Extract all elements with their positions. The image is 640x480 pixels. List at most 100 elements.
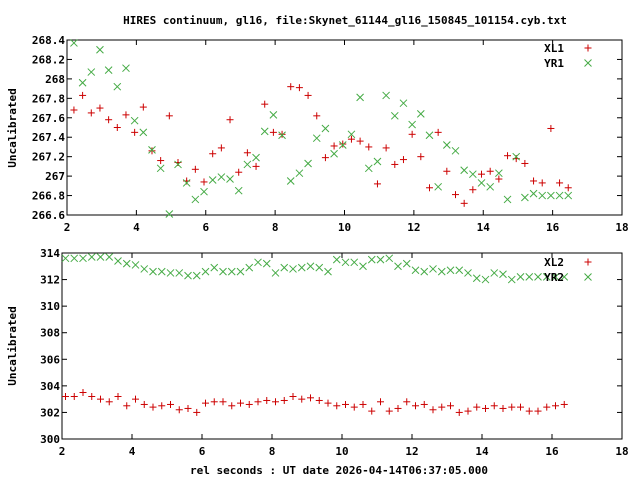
data-point-yr1: [312, 134, 321, 143]
data-point-yr1: [113, 82, 122, 91]
data-point-yr1: [278, 131, 286, 140]
data-point-yr1: [139, 128, 148, 137]
bottom-x-tick-label: 16: [545, 445, 559, 458]
data-point-xl1: [425, 184, 433, 192]
top-x-tick-label: 12: [407, 221, 420, 234]
data-point-xl2: [447, 402, 454, 410]
data-point-yr2: [481, 275, 490, 284]
bottom-legend: XL2 YR2: [544, 256, 592, 284]
data-point-xl2: [525, 407, 533, 415]
top-y-tick-label: 268.2: [32, 53, 65, 66]
top-x-tick-label: 18: [615, 221, 628, 234]
bottom-y-tick-label: 304: [40, 380, 60, 393]
data-point-yr1: [451, 146, 460, 155]
data-point-yr2: [437, 267, 446, 276]
data-point-xl1: [304, 91, 312, 99]
data-point-xl2: [359, 400, 367, 408]
bottom-x-tick-label: 14: [475, 445, 489, 458]
data-point-xl2: [149, 403, 157, 411]
data-point-xl2: [473, 403, 481, 411]
data-point-xl2: [403, 398, 411, 406]
data-point-yr2: [507, 275, 516, 284]
bottom-y-tick-label: 302: [40, 406, 60, 419]
data-point-xl2: [342, 400, 349, 408]
data-point-xl2: [105, 398, 113, 406]
data-point-yr1: [260, 127, 269, 136]
data-point-yr1: [477, 179, 486, 187]
top-x-tick-label: 8: [272, 221, 279, 234]
data-point-xl1: [373, 180, 381, 188]
data-point-xl1: [287, 83, 295, 91]
data-point-yr1: [217, 173, 226, 181]
data-point-xl1: [235, 168, 243, 176]
data-point-yr1: [226, 175, 234, 183]
data-point-yr1: [148, 146, 156, 154]
data-point-yr1: [555, 191, 564, 200]
data-point-xl2: [552, 402, 559, 410]
data-point-yr1: [408, 120, 416, 129]
data-point-xl2: [202, 399, 209, 407]
data-point-xl1: [443, 167, 451, 175]
data-point-xl2: [315, 396, 323, 404]
data-point-yr2: [175, 269, 184, 277]
data-point-xl2: [368, 407, 376, 415]
data-point-yr1: [399, 99, 408, 108]
data-point-xl1: [408, 130, 416, 138]
data-point-xl1: [495, 175, 503, 183]
data-point-yr2: [219, 267, 227, 276]
data-point-xl1: [478, 170, 486, 178]
data-point-xl2: [62, 392, 69, 400]
data-point-xl1: [165, 112, 173, 120]
bottom-x-tick-label: 2: [59, 445, 66, 458]
data-point-yr2: [306, 262, 315, 271]
bottom-x-tick-label: 8: [269, 445, 276, 458]
data-point-xl2: [289, 392, 297, 400]
data-point-xl2: [140, 400, 148, 408]
chart-title: HIRES continuum, gl16, file:Skynet_61144…: [123, 14, 567, 27]
top-y-axis-label: Uncalibrated: [6, 88, 19, 167]
data-point-xl1: [70, 106, 78, 114]
data-point-yr2: [157, 267, 166, 276]
data-point-yr2: [210, 263, 219, 272]
data-point-yr1: [252, 153, 260, 162]
data-point-yr1: [87, 68, 96, 76]
data-point-xl2: [123, 402, 131, 410]
data-point-xl1: [564, 184, 572, 192]
data-point-yr1: [425, 131, 434, 140]
top-y-tick-label: 267.6: [32, 112, 65, 125]
data-point-xl1: [556, 179, 564, 187]
data-point-yr2: [96, 253, 105, 261]
data-point-yr2: [289, 265, 297, 273]
data-point-yr1: [390, 111, 399, 120]
data-point-xl2: [508, 403, 516, 411]
top-legend: XL1 YR1: [544, 42, 592, 70]
bottom-y-tick-label: 308: [40, 327, 60, 340]
x-axis-label: rel seconds : UT date 2026-04-14T06:37:0…: [190, 464, 488, 477]
bottom-y-tick-label: 314: [40, 247, 60, 260]
data-point-xl1: [200, 178, 208, 186]
data-point-yr2: [516, 273, 525, 281]
data-point-xl2: [88, 392, 96, 400]
data-point-xl2: [307, 394, 314, 402]
data-point-yr2: [367, 255, 376, 264]
data-point-yr2: [472, 274, 481, 283]
data-point-yr2: [262, 259, 271, 268]
data-point-xl1: [217, 144, 225, 152]
data-point-xl1: [131, 128, 139, 136]
data-point-yr1: [70, 39, 78, 47]
data-point-xl1: [96, 104, 104, 112]
data-point-yr2: [280, 263, 289, 272]
data-point-xl1: [269, 128, 277, 136]
data-point-xl1: [434, 128, 442, 136]
top-plot-frame: [66, 39, 623, 216]
top-y-tick-label: 268: [45, 73, 65, 86]
data-point-xl2: [97, 395, 104, 403]
data-point-xl2: [245, 400, 253, 408]
bottom-x-tick-label: 18: [615, 445, 628, 458]
data-point-yr2: [359, 262, 367, 271]
data-point-xl2: [412, 402, 419, 410]
data-point-yr2: [551, 273, 560, 281]
data-point-xl1: [105, 116, 113, 124]
data-point-xl1: [538, 179, 546, 187]
data-point-yr1: [521, 193, 529, 202]
